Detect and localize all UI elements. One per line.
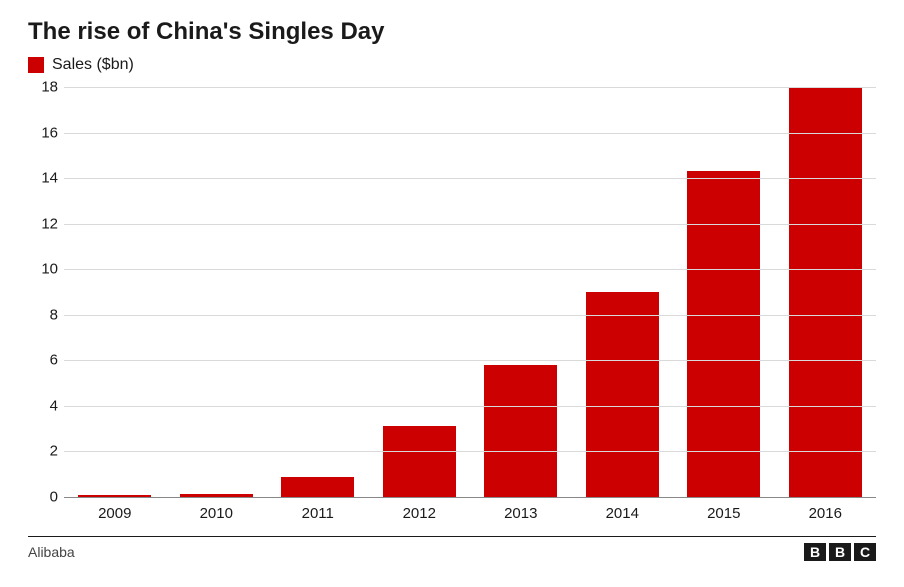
y-tick-label: 6 [28, 352, 58, 369]
gridline [64, 360, 876, 361]
gridline [64, 178, 876, 179]
footer-rule [28, 536, 876, 537]
brand-logo: BBC [804, 543, 876, 561]
chart-title: The rise of China's Singles Day [28, 18, 876, 46]
bar [484, 365, 557, 497]
x-tick-label: 2015 [673, 497, 775, 522]
gridline [64, 315, 876, 316]
brand-letter-box: C [854, 543, 876, 561]
bars-layer [64, 87, 876, 497]
bar-slot [64, 87, 166, 497]
y-tick-label: 14 [28, 170, 58, 187]
brand-letter-box: B [829, 543, 851, 561]
footer: Alibaba BBC [28, 543, 876, 561]
chart-container: The rise of China's Singles Day Sales ($… [0, 0, 904, 587]
bar-slot [572, 87, 674, 497]
gridline [64, 87, 876, 88]
x-tick-label: 2010 [166, 497, 268, 522]
gridline [64, 497, 876, 498]
legend-swatch [28, 57, 44, 73]
y-tick-label: 10 [28, 261, 58, 278]
y-tick-label: 18 [28, 79, 58, 96]
y-tick-label: 12 [28, 215, 58, 232]
y-tick-label: 16 [28, 124, 58, 141]
bar-slot [470, 87, 572, 497]
source-label: Alibaba [28, 544, 75, 560]
x-tick-label: 2009 [64, 497, 166, 522]
legend: Sales ($bn) [28, 56, 876, 74]
x-tick-label: 2011 [267, 497, 369, 522]
gridline [64, 224, 876, 225]
y-tick-label: 0 [28, 489, 58, 506]
gridline [64, 451, 876, 452]
bar-slot [166, 87, 268, 497]
bar-slot [775, 87, 877, 497]
plot-area: 024681012141618 [64, 86, 876, 497]
gridline [64, 406, 876, 407]
bar [383, 426, 456, 497]
bar [586, 292, 659, 497]
bar-slot [267, 87, 369, 497]
y-tick-label: 4 [28, 397, 58, 414]
legend-label: Sales ($bn) [52, 56, 134, 74]
x-tick-label: 2013 [470, 497, 572, 522]
x-tick-label: 2012 [369, 497, 471, 522]
bar [687, 171, 760, 497]
y-tick-label: 2 [28, 443, 58, 460]
bar-slot [673, 87, 775, 497]
bar [281, 477, 354, 498]
gridline [64, 269, 876, 270]
brand-letter-box: B [804, 543, 826, 561]
x-tick-label: 2016 [775, 497, 877, 522]
bar-slot [369, 87, 471, 497]
x-axis-labels: 20092010201120122013201420152016 [64, 497, 876, 522]
y-tick-label: 8 [28, 306, 58, 323]
x-tick-label: 2014 [572, 497, 674, 522]
gridline [64, 133, 876, 134]
bar [789, 87, 862, 497]
